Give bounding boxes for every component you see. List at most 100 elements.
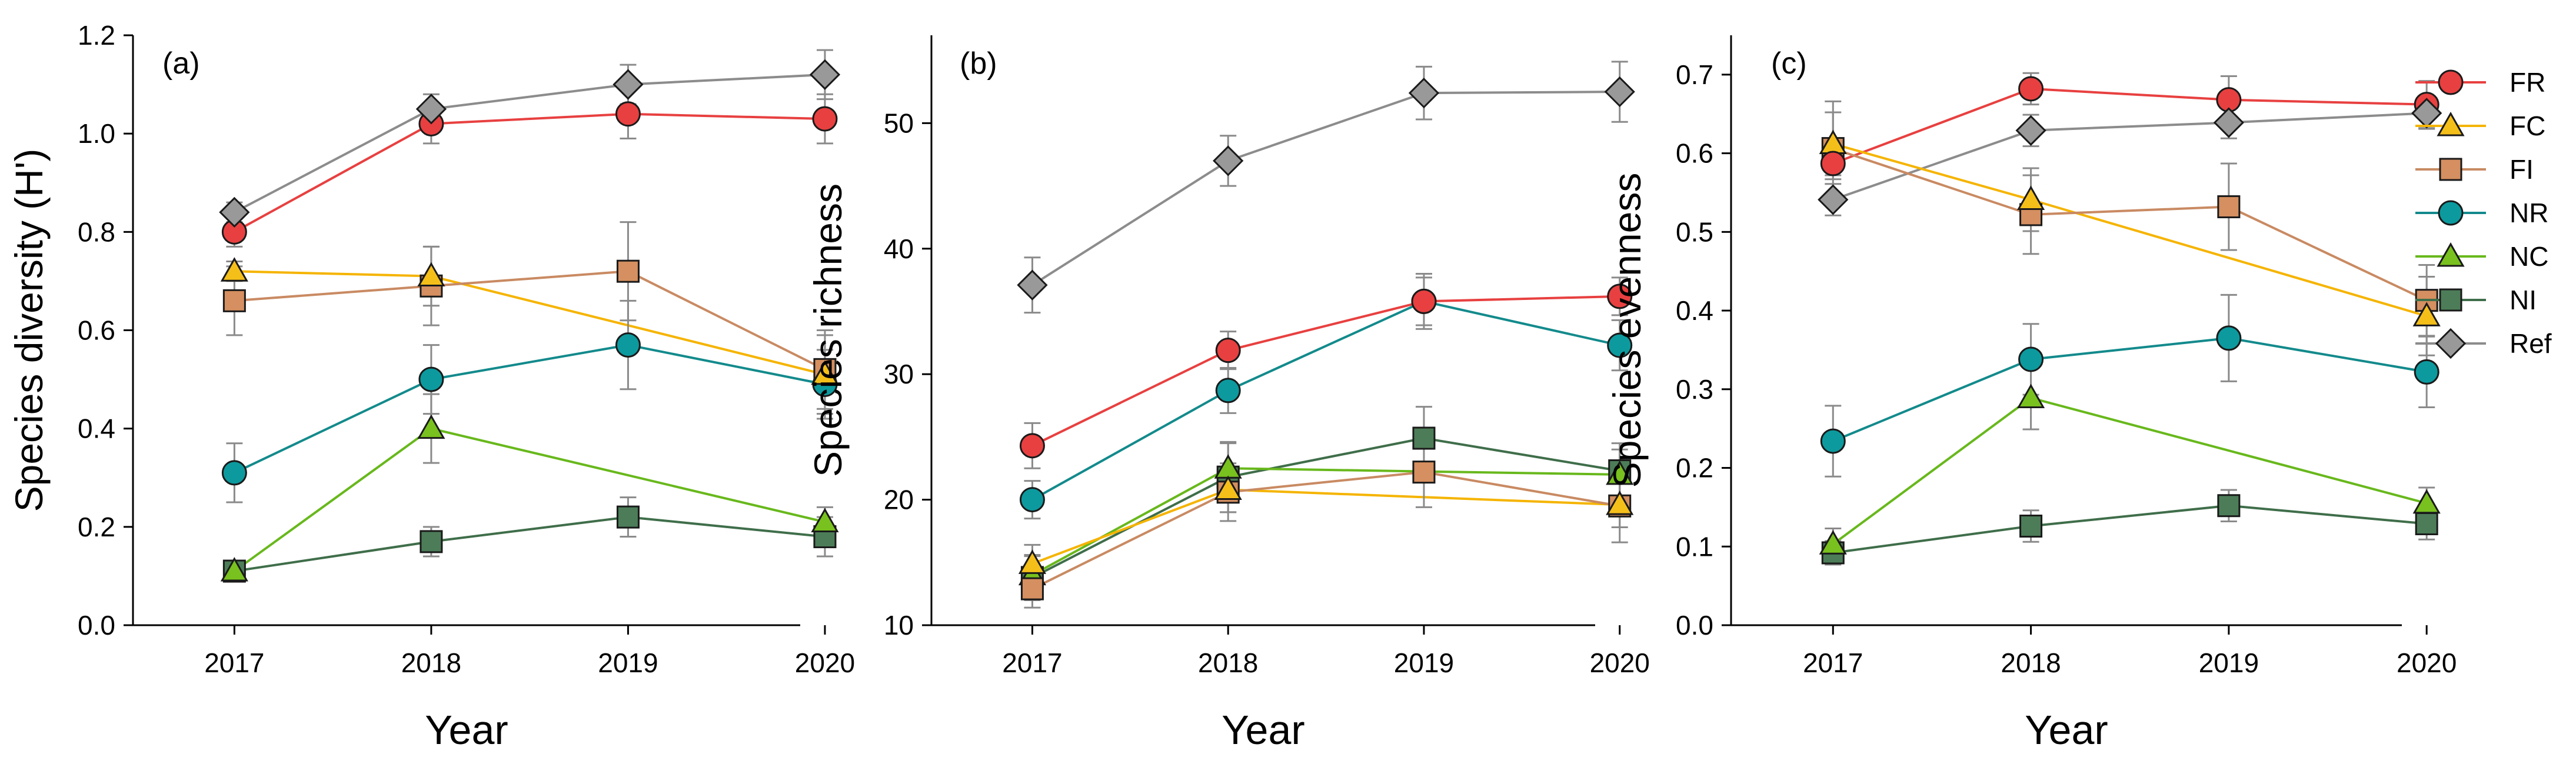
legend-marker-NC xyxy=(2437,242,2465,267)
legend-marker-FI xyxy=(2439,158,2462,181)
marker-FC xyxy=(2017,185,2045,211)
marker-FR xyxy=(1607,283,1633,309)
marker-NI xyxy=(2415,512,2438,535)
legend-label: NI xyxy=(2510,285,2537,315)
marker-NR xyxy=(2414,359,2439,385)
legend-item-NI: NI xyxy=(2415,285,2537,315)
error-bars xyxy=(1024,61,1628,609)
y-tick-label: 1.0 xyxy=(78,118,115,149)
marker-Ref xyxy=(809,59,841,90)
x-tick-label: 2019 xyxy=(2199,648,2259,678)
y-tick-label: 10 xyxy=(884,610,914,640)
marker-FC xyxy=(1214,475,1242,501)
series-line-FR xyxy=(234,112,826,233)
marker-FI xyxy=(222,289,246,312)
series-line-FI xyxy=(1832,147,2428,302)
x-axis-title: Year xyxy=(1222,707,1304,753)
marker-NR xyxy=(418,366,444,392)
y-tick-label: 0.4 xyxy=(78,413,115,444)
legend-marker-Ref xyxy=(2435,328,2467,359)
legend-item-FI: FI xyxy=(2415,154,2534,185)
series-line-FC xyxy=(234,270,826,376)
y-tick-label: 0.0 xyxy=(78,610,115,640)
marker-FC xyxy=(1018,549,1047,574)
marker-FR xyxy=(1820,151,1846,176)
panel-1: 10 20 30 40 50 2017 2018 2019 2020 Year Species ri… xyxy=(806,35,1650,753)
marker-NI xyxy=(2019,514,2043,538)
marker-FR xyxy=(2018,76,2044,102)
marker-NR xyxy=(1215,378,1241,403)
markers xyxy=(219,59,841,583)
legend-label: FC xyxy=(2510,111,2545,141)
series-line-NC xyxy=(1832,396,2427,545)
x-tick-label: 2019 xyxy=(598,648,658,678)
y-tick-label: 0.0 xyxy=(1676,610,1713,640)
marker-Ref xyxy=(2015,115,2046,146)
legend-label: NR xyxy=(2510,198,2548,228)
marker-NI xyxy=(2217,494,2241,518)
legend-marker-NI xyxy=(2439,288,2462,312)
marker-NI xyxy=(1412,426,1436,450)
marker-FC xyxy=(220,257,248,282)
legend: FR FC FI NR NC NI Ref xyxy=(2415,67,2552,359)
legend-item-Ref: Ref xyxy=(2415,328,2552,359)
y-tick-label: 0.6 xyxy=(1676,138,1713,169)
marker-FC xyxy=(417,262,445,287)
x-tick-label: 2019 xyxy=(1394,648,1454,678)
panel-label: (a) xyxy=(162,46,200,81)
legend-label: NC xyxy=(2510,241,2548,272)
markers xyxy=(1017,76,1635,600)
marker-FC xyxy=(1606,491,1634,515)
x-tick-label: 2017 xyxy=(1002,648,1062,678)
marker-Ref xyxy=(1604,76,1635,108)
marker-Ref xyxy=(2213,107,2245,138)
legend-item-NR: NR xyxy=(2415,198,2548,228)
marker-Ref xyxy=(1818,184,1849,215)
marker-FC xyxy=(811,360,839,385)
series-line-NR xyxy=(234,343,826,474)
x-tick-label: 2020 xyxy=(1590,648,1650,678)
marker-NR xyxy=(221,460,247,486)
marker-FI xyxy=(616,259,640,283)
marker-NC xyxy=(2017,383,2045,409)
x-axis-title: Year xyxy=(425,707,508,753)
y-tick-label: 1.2 xyxy=(78,20,115,51)
marker-NR xyxy=(1820,428,1846,454)
marker-FI xyxy=(1020,577,1044,600)
series-line-NR xyxy=(1832,336,2427,442)
series-line-Ref xyxy=(234,73,826,213)
marker-Ref xyxy=(1408,78,1440,109)
panels: 0.0 0.2 0.4 0.6 0.8 1.0 1.2 2017 2018 2019 2020 Yea… xyxy=(7,20,2457,753)
legend-item-FC: FC xyxy=(2415,111,2545,141)
y-tick-label: 50 xyxy=(884,108,914,138)
marker-Ref xyxy=(1017,269,1048,301)
y-tick-label: 0.1 xyxy=(1676,531,1713,562)
x-tick-label: 2018 xyxy=(401,648,461,678)
marker-NC xyxy=(2412,489,2441,514)
y-tick-label: 0.3 xyxy=(1676,374,1713,405)
panel-label: (c) xyxy=(1771,46,1807,81)
x-tick-label: 2020 xyxy=(795,648,855,678)
series-line-NC xyxy=(234,427,826,572)
marker-NC xyxy=(1819,530,1847,555)
markers xyxy=(1818,76,2442,565)
y-tick-label: 0.8 xyxy=(78,216,115,247)
x-tick-label: 2017 xyxy=(1803,648,1863,678)
series-line-NR xyxy=(1031,300,1620,501)
y-axis-title: Species richness xyxy=(806,184,850,477)
series-line-FI xyxy=(234,270,826,371)
marker-FR xyxy=(1019,433,1045,459)
series-line-Ref xyxy=(1832,112,2427,201)
marker-NR xyxy=(2216,325,2242,351)
marker-FR xyxy=(615,101,641,127)
y-axis-title: Species evenness xyxy=(1605,173,1649,488)
series-lines xyxy=(1031,91,1620,590)
marker-Ref xyxy=(415,94,447,125)
series-lines xyxy=(1832,87,2428,554)
marker-FI xyxy=(2217,195,2241,219)
marker-NR xyxy=(615,332,641,358)
series-line-NI xyxy=(234,516,826,573)
x-tick-label: 2018 xyxy=(2001,648,2061,678)
marker-FR xyxy=(812,106,838,132)
marker-NC xyxy=(220,557,248,582)
